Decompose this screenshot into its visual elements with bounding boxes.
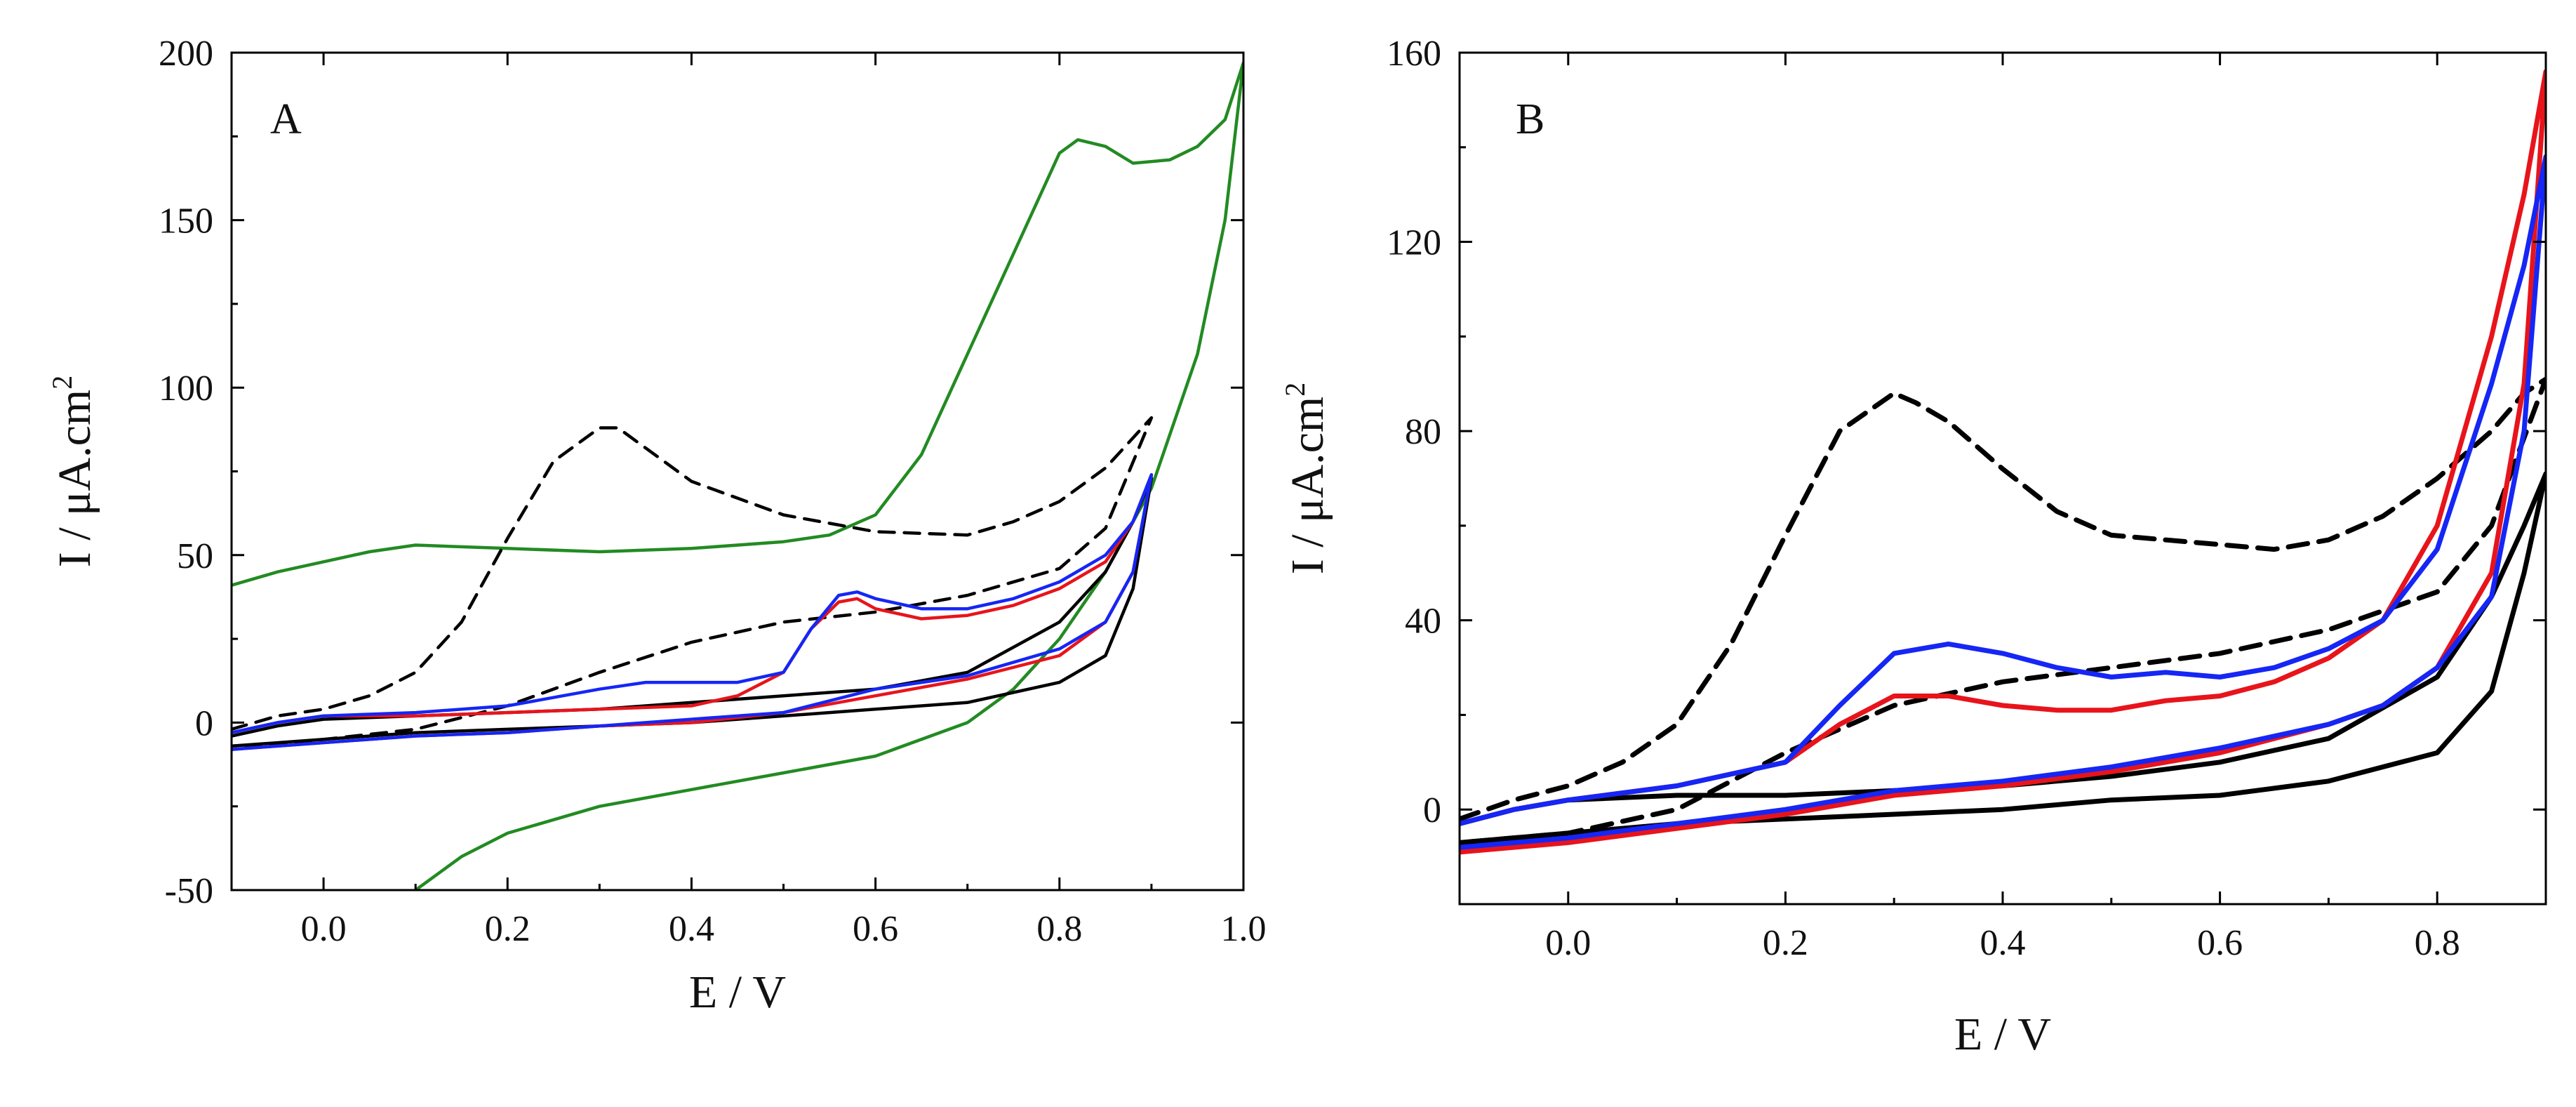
y-tick-label: 0: [1423, 790, 1441, 830]
y-tick-label: 120: [1387, 223, 1441, 263]
y-axis-title-superscript: 2: [46, 376, 78, 390]
series-line-blue: [1460, 154, 2546, 850]
y-tick-label: 100: [159, 369, 213, 409]
y-axis-title: I / μA.cm2: [1279, 383, 1333, 575]
series-line-black: [1460, 471, 2546, 845]
series-line-red: [1460, 69, 2546, 855]
x-tick-label: 0.0: [1545, 923, 1591, 963]
x-tick-label: 0.4: [669, 909, 714, 949]
series-line-blue: [232, 473, 1154, 751]
y-axis-title-text: I / μA.cm: [49, 390, 100, 568]
x-tick-label: 0.6: [853, 909, 898, 949]
y-tick-label: 80: [1405, 412, 1441, 452]
y-tick-label: -50: [165, 871, 213, 911]
chart-panel-b: 0.0 0.2 0.4 0.6 0.8 0 40 80 120 160 B E / V I / μA.c…: [1279, 34, 2547, 1060]
x-axis-title: E / V: [1954, 1009, 2051, 1060]
x-tick-label: 1.0: [1221, 909, 1267, 949]
y-tick-label: 0: [195, 703, 213, 743]
series-group: [232, 61, 1243, 890]
panel-label: A: [270, 95, 302, 143]
x-tick-label: 0.8: [1036, 909, 1082, 949]
series-line-red: [232, 473, 1154, 751]
y-tick-label: 40: [1405, 602, 1441, 642]
x-axis-title: E / V: [689, 967, 786, 1018]
series-line-black-dashed: [1460, 376, 2546, 845]
series-line-green: [232, 61, 1243, 890]
y-axis-title-text: I / μA.cm: [1282, 397, 1333, 575]
series-group: [1460, 69, 2546, 855]
chart-panel-a: 0.0 0.2 0.4 0.6 0.8 1.0 -50 0 50 100 150 200 A E / V I…: [46, 34, 1267, 1018]
x-tick-label: 0.2: [1763, 923, 1808, 963]
x-tick-label: 0.6: [2197, 923, 2243, 963]
y-axis-title-superscript: 2: [1279, 383, 1311, 397]
series-line-black-dashed: [232, 416, 1154, 751]
x-tick-label: 0.8: [2415, 923, 2460, 963]
x-tick-label: 0.2: [485, 909, 530, 949]
y-axis-title: I / μA.cm2: [46, 376, 100, 568]
y-tick-label: 50: [177, 536, 213, 576]
y-tick-label: 200: [159, 34, 213, 74]
y-tick-label: 160: [1387, 34, 1441, 74]
x-tick-label: 0.4: [1980, 923, 2026, 963]
x-tick-label: 0.0: [301, 909, 347, 949]
y-tick-label: 150: [159, 201, 213, 241]
panel-label: B: [1516, 95, 1544, 143]
